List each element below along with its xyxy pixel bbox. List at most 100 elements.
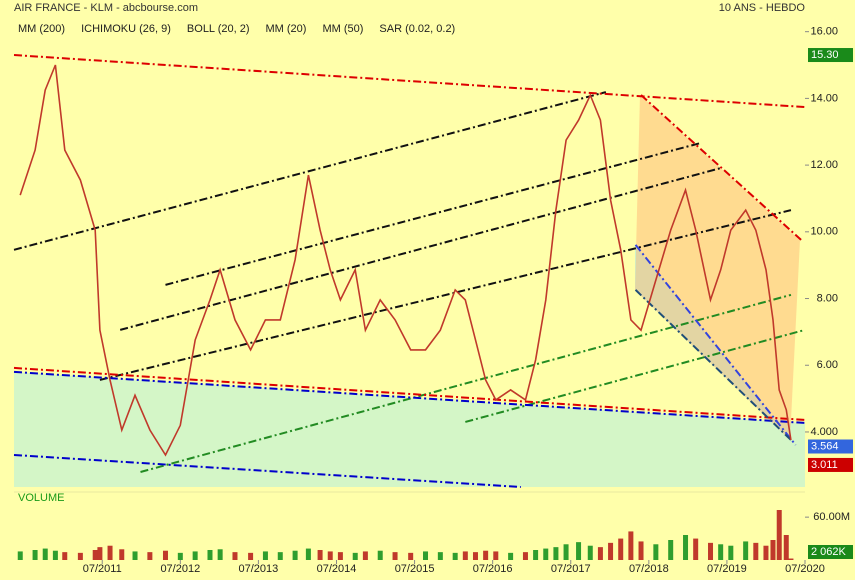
trend-line [13, 91, 607, 251]
volume-bar [728, 545, 734, 560]
volume-bar [452, 552, 458, 560]
trend-line [140, 293, 792, 473]
x-tick-label: 07/2013 [239, 563, 279, 575]
trend-line [13, 370, 806, 424]
volume-bar [42, 548, 48, 560]
volume-bar [576, 542, 582, 560]
chart-subtitle: 10 ANS - HEBDO [719, 2, 806, 14]
y-tick-label: 16.00 [810, 26, 838, 38]
y-tick-label: 14.00 [810, 92, 838, 104]
volume-bar [628, 531, 634, 560]
volume-bar [718, 544, 724, 560]
indicator-label: MM (20) [266, 23, 307, 35]
volume-bar [305, 548, 311, 560]
trend-line [634, 244, 797, 446]
triangle-fill [635, 95, 800, 440]
volume-bar [423, 551, 429, 560]
volume-bar [708, 542, 714, 560]
volume-bar [753, 542, 759, 560]
volume-bar [232, 552, 238, 560]
volume-bar [337, 552, 343, 560]
trend-line [13, 366, 806, 421]
volume-bar [92, 550, 98, 560]
trend-line [465, 328, 806, 423]
x-tick-label: 07/2019 [707, 563, 747, 575]
volume-bar [618, 538, 624, 560]
volume-bar [638, 541, 644, 560]
volume-bar [763, 545, 769, 560]
volume-bar [597, 547, 603, 560]
volume-bar [783, 535, 789, 560]
trend-line [165, 142, 701, 286]
value-box [808, 439, 853, 454]
indicator-label: MM (200) [18, 23, 65, 35]
volume-bar [653, 544, 659, 560]
volume-bar [493, 551, 499, 560]
price-line [19, 64, 792, 457]
volume-bar [587, 545, 593, 560]
value-box [808, 457, 853, 472]
trend-line [99, 209, 792, 381]
volume-bar [563, 544, 569, 560]
volume-bar [522, 552, 528, 560]
trend-line [13, 453, 521, 488]
volume-bar [262, 551, 268, 560]
value-box [808, 48, 853, 63]
y-tick-label: 12.00 [810, 159, 838, 171]
y-tick-label: 10.00 [810, 226, 838, 238]
volume-bar [668, 540, 674, 560]
volume-bar [17, 551, 23, 560]
volume-bar [52, 550, 58, 560]
volume-bar [352, 552, 358, 560]
volume-bar [147, 552, 153, 560]
volume-bar [683, 535, 689, 560]
volume-bar [392, 552, 398, 560]
x-tick-label: 07/2015 [395, 563, 435, 575]
value-box-label: 15.30 [811, 49, 839, 61]
trend-line [640, 94, 802, 241]
volume-bar [472, 552, 478, 560]
volume-bar [483, 550, 489, 560]
volume-label: VOLUME [18, 492, 64, 504]
volume-bar [608, 542, 614, 560]
volume-bar [77, 552, 83, 560]
volume-bar [408, 552, 414, 560]
volume-bar [162, 550, 168, 560]
value-box-label: 2 062K [811, 546, 847, 558]
value-box-label: 3.564 [811, 440, 839, 452]
volume-bar [119, 549, 125, 560]
volume-bar [327, 551, 333, 560]
value-box-label: 3.011 [811, 459, 838, 471]
x-tick-label: 07/2016 [473, 563, 513, 575]
volume-bar [292, 550, 298, 560]
x-tick-label: 07/2017 [551, 563, 591, 575]
volume-bar [543, 548, 549, 560]
volume-bar [317, 550, 323, 560]
volume-bar [248, 552, 254, 560]
channel-fill [14, 372, 805, 487]
volume-bar [776, 510, 782, 560]
y-tick-label: 8.00 [817, 292, 838, 304]
indicator-label: MM (50) [322, 23, 363, 35]
volume-bar [192, 551, 198, 560]
volume-bar [533, 550, 539, 560]
volume-bar [32, 550, 38, 560]
volume-bar [553, 547, 559, 560]
indicator-label: ICHIMOKU (26, 9) [81, 23, 171, 35]
volume-bar [437, 552, 443, 560]
indicator-label: SAR (0.02, 0.2) [379, 23, 455, 35]
x-tick-label: 07/2014 [317, 563, 357, 575]
indicator-label: BOLL (20, 2) [187, 23, 250, 35]
y2-tick-label: 60.00M [813, 511, 850, 523]
x-tick-label: 07/2018 [629, 563, 669, 575]
volume-bar [62, 552, 68, 560]
volume-bar [277, 552, 283, 560]
volume-bar [788, 558, 794, 560]
volume-bar [462, 551, 468, 560]
volume-bar [377, 550, 383, 560]
volume-bar [743, 541, 749, 560]
y-tick-label: 4.000 [810, 426, 838, 438]
volume-bar [508, 552, 514, 560]
volume-bar [97, 547, 103, 560]
